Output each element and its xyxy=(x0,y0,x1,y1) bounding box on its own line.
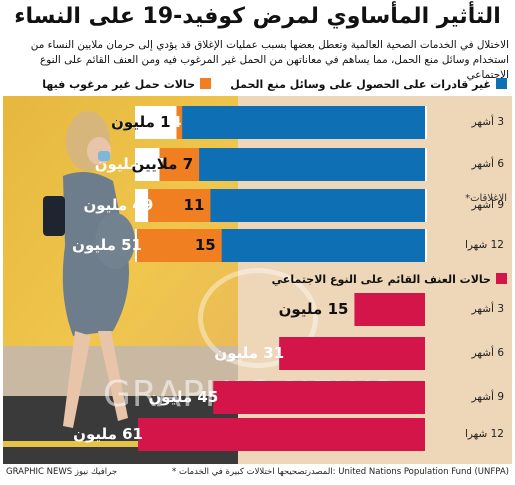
period-label: 6 أشهر xyxy=(471,158,504,170)
period-label: 9 أشهر xyxy=(471,199,504,211)
bar-label-contraception: 44 مليون xyxy=(111,113,182,131)
bar-violence xyxy=(279,337,425,370)
bar-violence xyxy=(354,293,425,326)
bar-contraception xyxy=(176,106,425,139)
bar-label-pregnancy: 1 مليون xyxy=(111,113,171,131)
bar-violence xyxy=(213,381,425,414)
subtitle: الاختلال في الخدمات الصحية العالمية وتعط… xyxy=(30,39,509,81)
bar-violence xyxy=(138,418,425,451)
period-label: 12 شهرا xyxy=(464,428,504,440)
bar-contraception xyxy=(159,148,425,181)
legend-swatch-contraception xyxy=(496,78,507,89)
source-note: المصدر: United Nations Population Fund (… xyxy=(306,467,509,477)
period-label: 9 أشهر xyxy=(471,391,504,403)
bar-pregnancy xyxy=(176,106,183,139)
period-label: 3 أشهر xyxy=(471,303,504,315)
bar-label-contraception: 51 مليون xyxy=(72,236,142,254)
legend-contraception: غير قادرات على الحصول على وسائل منع الحم… xyxy=(230,78,507,91)
bar-label-violence: 15 مليون xyxy=(278,300,349,318)
bar-label-violence: 31 مليون xyxy=(214,344,285,362)
bar-label-pregnancy: 7 ملايين xyxy=(131,155,194,173)
legend-pregnancy-label: حالات حمل غير مرغوب فيها xyxy=(42,78,195,91)
credit: GRAPHIC NEWS جرافيك نيوز xyxy=(6,467,118,477)
lockdown-label: الإغلاقات* xyxy=(465,193,507,204)
bar-label-contraception: 49 مليون xyxy=(83,196,154,214)
bar-pregnancy xyxy=(148,189,211,222)
period-label: 12 شهرا xyxy=(464,239,504,251)
legend-violence-label: حالات العنف القائم على النوع الاجتماعي xyxy=(271,273,491,286)
legend-contraception-label: غير قادرات على الحصول على وسائل منع الحم… xyxy=(230,78,491,91)
page-title: التأثير المأساوي لمرض كوفيد-19 على النسا… xyxy=(14,4,501,29)
period-label: 6 أشهر xyxy=(471,347,504,359)
legend-violence: حالات العنف القائم على النوع الاجتماعي xyxy=(272,273,507,286)
footnote: * تصحيحها اختلالات كبيرة في الخدمات xyxy=(172,467,308,477)
legend-swatch-pregnancy xyxy=(200,78,211,89)
legend-pregnancy: حالات حمل غير مرغوب فيها xyxy=(42,78,211,91)
bar-label-violence: 45 مليون xyxy=(148,388,219,406)
bar-pregnancy xyxy=(159,148,200,181)
period-label: 3 أشهر xyxy=(471,116,504,128)
bar-label-pregnancy: 11 xyxy=(183,196,205,214)
bar-label-pregnancy: 15 xyxy=(194,236,216,254)
bar-pregnancy xyxy=(137,229,222,262)
legend-swatch-violence xyxy=(496,273,507,284)
bar-label-violence: 61 مليون xyxy=(73,425,143,443)
bar-chart xyxy=(135,106,427,451)
bar-label-contraception: 47 مليون xyxy=(94,155,165,173)
